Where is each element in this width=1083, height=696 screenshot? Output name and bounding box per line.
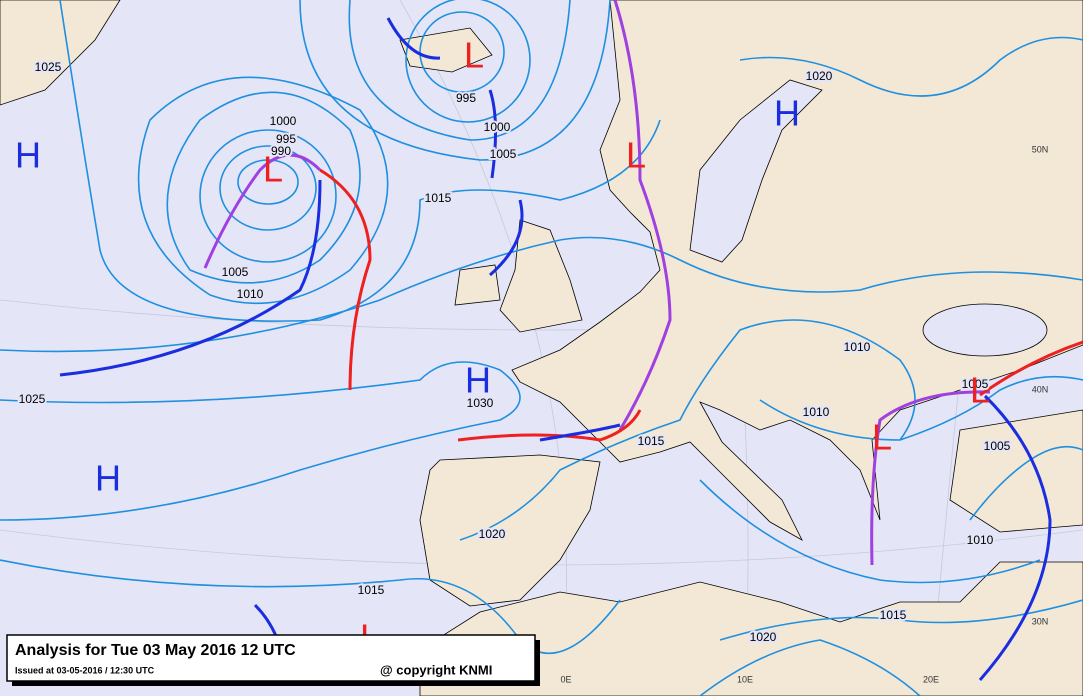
low-pressure-center: L <box>872 417 892 458</box>
warm-front <box>457 409 642 442</box>
graticule-label: 50N <box>1032 144 1049 154</box>
ireland <box>454 264 501 306</box>
isobar <box>299 0 611 161</box>
isobar-label: 1005 <box>222 265 249 279</box>
labels: 1025100099599099510001005101510051010102… <box>15 35 1048 685</box>
europe <box>511 0 1083 541</box>
warm-front <box>979 340 1083 397</box>
isobar-label: 990 <box>271 144 291 158</box>
cold-front <box>488 89 498 179</box>
isobar <box>739 36 1083 97</box>
isobar-label: 1025 <box>19 392 46 406</box>
isobar-label: 1015 <box>358 583 385 597</box>
isobar <box>699 479 1041 584</box>
isobar-label: 1015 <box>638 434 665 448</box>
isobar-label: 995 <box>276 132 296 146</box>
occluded-front <box>870 390 991 566</box>
isobar-label: 1025 <box>35 60 62 74</box>
isobar-label: 1020 <box>750 630 777 644</box>
isobar-label: 1010 <box>803 405 830 419</box>
black-sea <box>922 303 1048 357</box>
copyright: @ copyright KNMI <box>380 662 492 677</box>
isobar <box>166 91 361 284</box>
isobar <box>759 375 1083 441</box>
isobar <box>969 445 1083 521</box>
isobar-label: 1005 <box>962 377 989 391</box>
cold-front <box>59 179 322 377</box>
isobar <box>419 11 505 93</box>
graticule-label: 0E <box>560 674 571 684</box>
cold-front <box>978 394 1052 681</box>
isobar <box>719 599 1083 641</box>
title-box-frame <box>6 634 536 682</box>
high-pressure-center: H <box>774 93 800 134</box>
isobar <box>0 559 621 655</box>
isobar-label: 1015 <box>425 191 452 205</box>
isobar-label: 1020 <box>479 527 506 541</box>
cold-front <box>386 17 441 60</box>
graticule-label: 20E <box>923 674 939 684</box>
isobar-label: 1005 <box>984 439 1011 453</box>
high-pressure-center: H <box>95 458 121 499</box>
graticule-label: 40N <box>1032 384 1049 394</box>
low-pressure-center: L <box>970 370 990 411</box>
baltic-sea <box>689 79 823 263</box>
isobar-label: 995 <box>456 91 476 105</box>
graticule-label: 10E <box>737 674 753 684</box>
isobar-label: 1000 <box>270 114 297 128</box>
isobar <box>137 76 389 305</box>
cold-front <box>539 423 621 442</box>
low-pressure-center: L <box>464 35 484 76</box>
isobar <box>0 236 1083 353</box>
isobar <box>237 159 299 205</box>
isobar-label: 1000 <box>484 120 511 134</box>
isobar <box>459 319 916 541</box>
warm-front <box>319 168 372 391</box>
occluded-front <box>613 0 672 431</box>
graticule-label: 30N <box>1032 616 1049 626</box>
isobar-label: 1010 <box>967 533 994 547</box>
isobar <box>199 129 337 263</box>
title-box: Analysis for Tue 03 May 2016 12 UTC Issu… <box>6 634 540 686</box>
title: Analysis for Tue 03 May 2016 12 UTC <box>15 642 296 659</box>
occluded-front <box>203 153 322 269</box>
isobar-label: 1010 <box>237 287 264 301</box>
isobar <box>699 639 921 696</box>
low-pressure-center: L <box>626 135 646 176</box>
fronts <box>59 0 1083 681</box>
isobar-label: 1005 <box>490 147 517 161</box>
issued: Issued at 03-05-2016 / 12:30 UTC <box>15 665 155 675</box>
isobar-label: 1015 <box>880 608 907 622</box>
isobar <box>348 0 571 141</box>
isobar-label: 1030 <box>467 396 494 410</box>
great-britain <box>499 219 583 333</box>
isobar-label: 1010 <box>844 340 871 354</box>
isobar <box>219 145 317 231</box>
high-pressure-center: H <box>465 360 491 401</box>
isobar <box>405 0 531 123</box>
isobar-label: 1020 <box>806 69 833 83</box>
isobar <box>0 361 521 521</box>
low-pressure-center: L <box>263 149 283 190</box>
high-pressure-center: H <box>15 135 41 176</box>
cold-front <box>489 199 524 277</box>
